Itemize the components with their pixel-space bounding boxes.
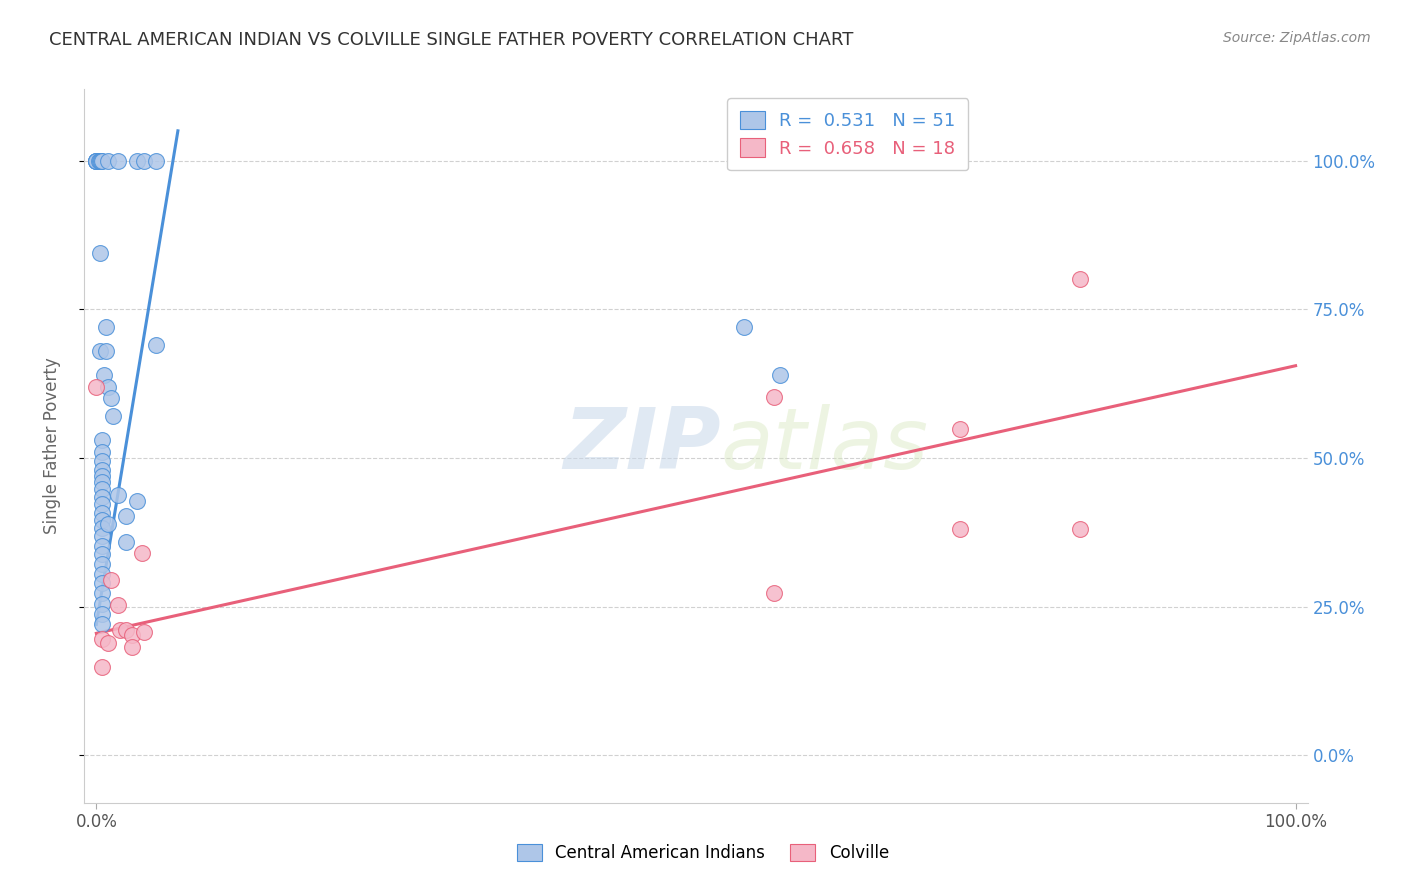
- Point: [89, 245, 111, 260]
- Point: [91, 513, 114, 527]
- Point: [97, 517, 120, 532]
- Point: [121, 628, 143, 642]
- Point: [127, 153, 149, 168]
- Point: [115, 535, 138, 549]
- Point: [101, 409, 124, 424]
- Point: [107, 599, 129, 613]
- Point: [91, 617, 114, 632]
- Point: [91, 482, 114, 496]
- Point: [86, 153, 108, 168]
- Point: [107, 488, 129, 502]
- Point: [86, 153, 108, 168]
- Point: [115, 509, 138, 524]
- Text: CENTRAL AMERICAN INDIAN VS COLVILLE SINGLE FATHER POVERTY CORRELATION CHART: CENTRAL AMERICAN INDIAN VS COLVILLE SING…: [49, 31, 853, 49]
- Point: [97, 153, 120, 168]
- Point: [91, 506, 114, 520]
- Point: [91, 575, 114, 590]
- Point: [91, 445, 114, 459]
- Point: [91, 597, 114, 611]
- Point: [949, 422, 972, 436]
- Legend: Central American Indians, Colville: Central American Indians, Colville: [509, 836, 897, 871]
- Point: [89, 153, 111, 168]
- Point: [97, 636, 120, 650]
- Point: [121, 640, 143, 654]
- Text: ZIP: ZIP: [562, 404, 720, 488]
- Point: [134, 153, 156, 168]
- Point: [134, 624, 156, 639]
- Point: [91, 433, 114, 447]
- Point: [91, 557, 114, 571]
- Point: [762, 586, 785, 600]
- Point: [97, 379, 120, 393]
- Point: [91, 490, 114, 504]
- Point: [91, 521, 114, 535]
- Point: [949, 522, 972, 536]
- Point: [91, 586, 114, 600]
- Point: [91, 632, 114, 647]
- Point: [91, 539, 114, 553]
- Point: [89, 343, 111, 358]
- Point: [769, 368, 792, 382]
- Point: [91, 547, 114, 561]
- Point: [115, 624, 138, 638]
- Point: [127, 493, 149, 508]
- Point: [91, 607, 114, 621]
- Point: [91, 529, 114, 543]
- Point: [91, 497, 114, 511]
- Point: [93, 368, 115, 382]
- Y-axis label: Single Father Poverty: Single Father Poverty: [42, 358, 60, 534]
- Text: Source: ZipAtlas.com: Source: ZipAtlas.com: [1223, 31, 1371, 45]
- Point: [91, 566, 114, 581]
- Legend: R =  0.531   N = 51, R =  0.658   N = 18: R = 0.531 N = 51, R = 0.658 N = 18: [727, 98, 969, 170]
- Point: [762, 390, 785, 404]
- Point: [91, 468, 114, 483]
- Point: [145, 338, 167, 352]
- Point: [91, 153, 114, 168]
- Point: [100, 392, 122, 406]
- Text: atlas: atlas: [720, 404, 928, 488]
- Point: [107, 153, 129, 168]
- Point: [94, 343, 117, 358]
- Point: [86, 153, 108, 168]
- Point: [91, 454, 114, 468]
- Point: [86, 379, 108, 393]
- Point: [91, 475, 114, 489]
- Point: [86, 153, 108, 168]
- Point: [131, 546, 153, 560]
- Point: [110, 624, 132, 638]
- Point: [90, 153, 112, 168]
- Point: [91, 463, 114, 477]
- Point: [145, 153, 167, 168]
- Point: [87, 153, 110, 168]
- Point: [1069, 272, 1091, 286]
- Point: [1069, 522, 1091, 536]
- Point: [100, 573, 122, 587]
- Point: [91, 660, 114, 674]
- Point: [733, 320, 755, 334]
- Point: [94, 320, 117, 334]
